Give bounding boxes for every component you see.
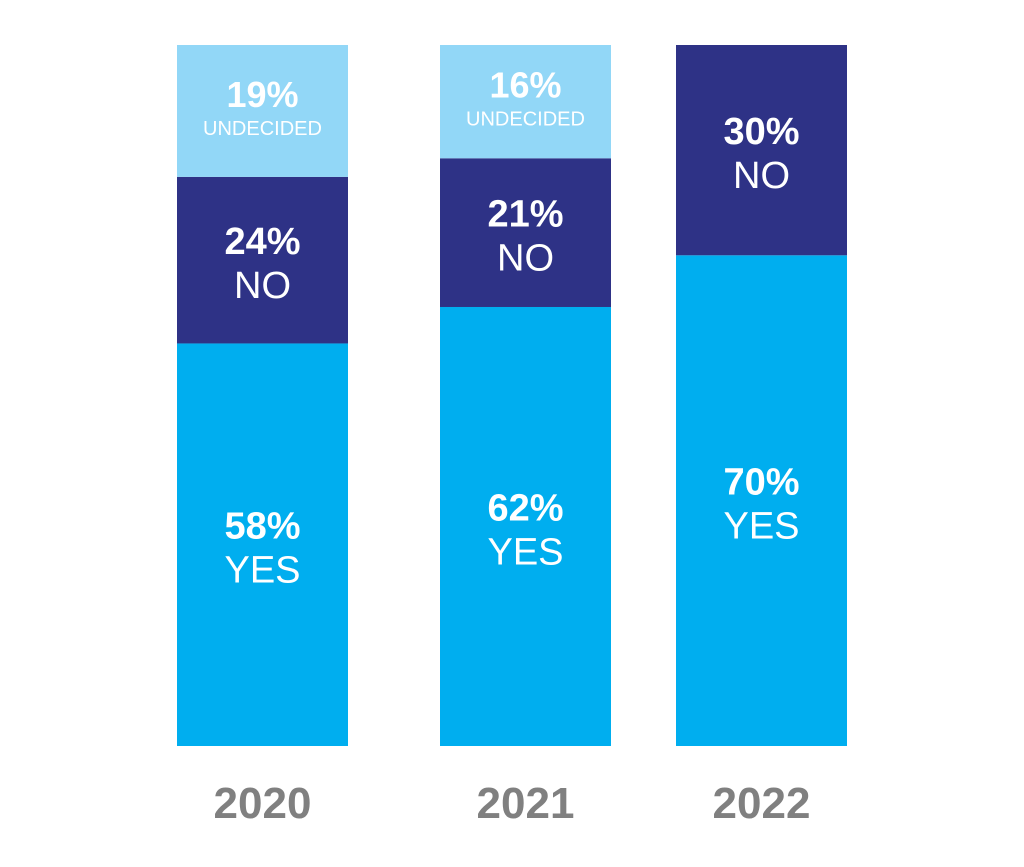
bar-segment-2021-yes xyxy=(440,306,611,746)
data-label-2022-yes-name: YES xyxy=(723,506,799,548)
category-labels-group: 2020 2021 2022 xyxy=(214,779,811,828)
data-label-2021-undecided-value: 16% xyxy=(489,65,561,106)
bar-segment-2022-yes xyxy=(676,255,847,747)
data-labels-group: 58%YES24%NO19%UNDECIDED62%YES21%NO16%UND… xyxy=(203,65,799,592)
data-label-2020-undecided-name: UNDECIDED xyxy=(203,118,322,140)
data-label-2021-yes-name: YES xyxy=(487,531,563,573)
data-label-2020-undecided-value: 19% xyxy=(226,74,298,115)
data-label-2020-no-name: NO xyxy=(234,265,291,307)
bar-segment-2020-no xyxy=(177,176,348,344)
bar-segment-2021-no xyxy=(440,158,611,307)
bar-segment-2020-yes xyxy=(177,343,348,746)
data-label-2022-no-value: 30% xyxy=(723,111,799,153)
category-label-2021: 2021 xyxy=(477,779,575,828)
bar-segment-2020-undecided xyxy=(177,45,348,177)
data-label-2021-no-name: NO xyxy=(497,238,554,280)
data-label-2020-no-value: 24% xyxy=(224,221,300,263)
data-label-2021-undecided-name: UNDECIDED xyxy=(466,109,585,131)
data-label-2022-yes-value: 70% xyxy=(723,462,799,504)
bars-group xyxy=(177,45,847,747)
data-label-2021-yes-value: 62% xyxy=(487,487,563,529)
category-label-2020: 2020 xyxy=(214,779,312,828)
data-label-2020-yes-name: YES xyxy=(224,550,300,592)
data-label-2022-no-name: NO xyxy=(733,155,790,197)
data-label-2020-yes-value: 58% xyxy=(224,506,300,548)
bar-segment-2021-undecided xyxy=(440,45,611,159)
bar-segment-2022-no xyxy=(676,45,847,256)
category-label-2022: 2022 xyxy=(713,779,811,828)
data-label-2021-no-value: 21% xyxy=(487,194,563,236)
